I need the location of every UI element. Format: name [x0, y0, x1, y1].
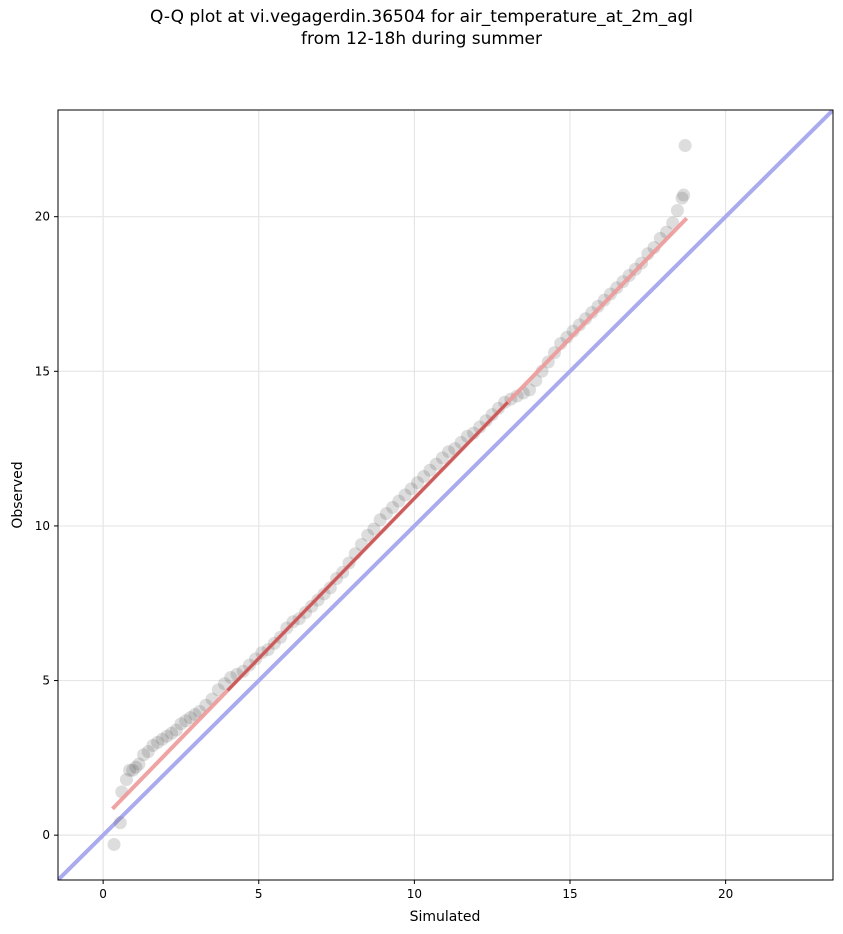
data-point — [211, 683, 225, 697]
data-point — [675, 191, 689, 205]
data-point — [398, 488, 412, 502]
data-point — [179, 714, 193, 728]
data-point — [523, 383, 537, 397]
data-point — [188, 708, 202, 722]
data-point — [160, 729, 174, 743]
x-axis-ticks: 0 5 10 15 20 — [99, 880, 733, 901]
chart-title: Q-Q plot at vi.vegagerdin.36504 for air_… — [0, 6, 843, 50]
data-point — [429, 457, 443, 471]
data-point — [129, 760, 143, 774]
data-point — [367, 522, 381, 536]
data-point — [510, 389, 524, 403]
data-point — [392, 494, 406, 508]
data-point — [498, 395, 512, 409]
data-point — [373, 513, 387, 527]
data-point — [132, 757, 146, 771]
data-point — [107, 837, 121, 851]
x-tick-label: 0 — [99, 887, 107, 901]
data-point — [236, 664, 250, 678]
data-point — [224, 670, 238, 684]
data-point — [174, 717, 188, 731]
data-point — [137, 748, 151, 762]
plot-area — [58, 110, 833, 880]
y-axis-label: Observed — [10, 461, 26, 528]
reference-line — [58, 110, 833, 880]
data-point — [151, 735, 165, 749]
data-point — [155, 732, 169, 746]
data-point — [379, 507, 393, 521]
chart-title-line2: from 12-18h during summer — [301, 29, 542, 49]
data-point — [442, 445, 456, 459]
data-point — [141, 745, 155, 759]
data-point — [417, 469, 431, 483]
x-tick-label: 20 — [718, 887, 733, 901]
data-point — [386, 500, 400, 514]
x-tick-label: 10 — [407, 887, 422, 901]
data-point — [119, 772, 133, 786]
data-point — [585, 306, 599, 320]
data-point — [666, 216, 680, 230]
data-point — [677, 188, 691, 202]
data-point — [579, 312, 593, 326]
y-tick-label: 0 — [42, 828, 50, 842]
data-point — [410, 476, 424, 490]
y-tick-label: 15 — [35, 364, 50, 378]
chart-title-line1: Q-Q plot at vi.vegagerdin.36504 for air_… — [149, 7, 694, 27]
fit-line-core — [226, 401, 509, 692]
data-point — [146, 738, 160, 752]
x-tick-label: 15 — [562, 887, 577, 901]
data-point — [218, 677, 232, 691]
data-point — [323, 581, 337, 595]
data-point — [404, 482, 418, 496]
y-axis-ticks: 0 5 10 15 20 — [35, 210, 58, 842]
data-point — [113, 816, 127, 830]
data-point — [183, 711, 197, 725]
data-point — [169, 723, 183, 737]
y-tick-label: 10 — [35, 519, 50, 533]
y-tick-label: 20 — [35, 210, 50, 224]
plot-frame — [57, 109, 834, 881]
data-point — [126, 763, 140, 777]
y-tick-label: 5 — [42, 674, 50, 688]
data-point — [670, 204, 684, 218]
data-point — [491, 401, 505, 415]
grid — [58, 110, 833, 880]
data-point — [485, 408, 499, 422]
x-axis-label: Simulated — [410, 909, 481, 925]
data-point — [423, 463, 437, 477]
data-point — [165, 726, 179, 740]
data-point — [123, 763, 137, 777]
data-point — [591, 299, 605, 313]
data-point — [678, 139, 692, 153]
data-point — [435, 451, 449, 465]
data-point — [361, 528, 375, 542]
x-tick-label: 5 — [255, 887, 263, 901]
